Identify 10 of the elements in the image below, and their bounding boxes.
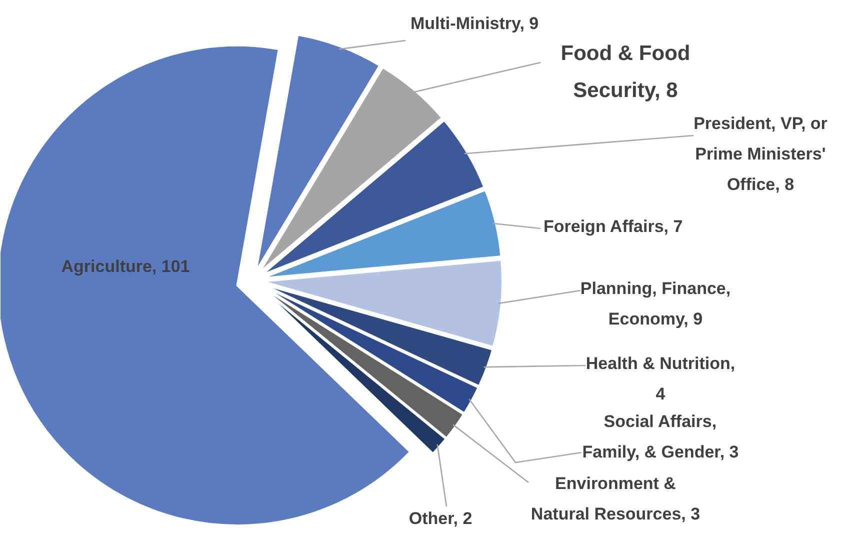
slice-label: Social Affairs, Family, & Gender, 3 (582, 412, 739, 462)
slice-label: Food & Food Security, 8 (560, 42, 690, 102)
slice-label: Foreign Affairs, 7 (544, 217, 683, 236)
slice-label: Agriculture, 101 (61, 257, 190, 276)
slice-label: Multi-Ministry, 9 (410, 14, 539, 33)
slice-label: Planning, Finance, Economy, 9 (580, 279, 731, 328)
slice-label: Environment & Natural Resources, 3 (530, 474, 700, 524)
slice-label: Health & Nutrition, 4 (586, 354, 736, 404)
slice-label: President, VP, or Prime Ministers' Office, 8 (694, 114, 828, 194)
slice-label: Other, 2 (408, 509, 472, 528)
